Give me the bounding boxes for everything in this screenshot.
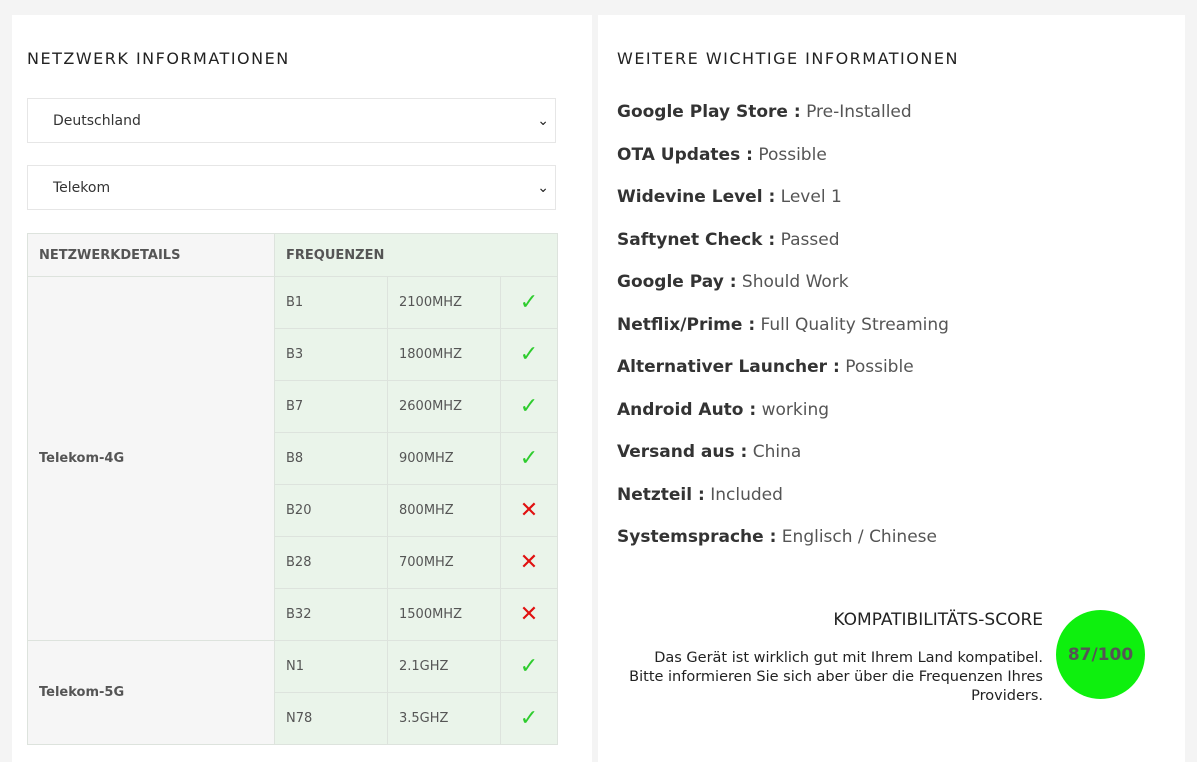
table-row: B20 800MHZ ✕ xyxy=(28,484,558,537)
info-item: Systemsprache : Englisch / Chinese xyxy=(617,527,937,547)
table-row: N78 3.5GHZ ✓ xyxy=(28,692,558,745)
info-value: working xyxy=(761,399,830,420)
header-frequencies: FREQUENZEN xyxy=(274,233,558,277)
cross-icon: ✕ xyxy=(500,484,558,537)
frequency: 1800MHZ xyxy=(387,328,501,381)
table-row: B3 1800MHZ ✓ xyxy=(28,328,558,381)
info-item: Saftynet Check : Passed xyxy=(617,230,840,250)
more-info-card: WEITERE WICHTIGE INFORMATIONEN Google Pl… xyxy=(598,15,1185,762)
score-description: Das Gerät ist wirklich gut mit Ihrem Lan… xyxy=(629,650,1043,704)
frequency: 700MHZ xyxy=(387,536,501,589)
info-value: Pre-Installed xyxy=(806,102,912,122)
header-network-details: NETZWERKDETAILS xyxy=(27,233,275,277)
info-item: Widevine Level : Level 1 xyxy=(617,187,842,207)
check-icon: ✓ xyxy=(500,640,558,693)
score-title: KOMPATIBILITÄTS-SCORE xyxy=(833,610,1043,630)
frequency: 3.5GHZ xyxy=(387,692,501,745)
frequency: 1500MHZ xyxy=(387,588,501,641)
info-item: Google Pay : Should Work xyxy=(617,272,849,292)
info-item: Alternativer Launcher : Possible xyxy=(617,357,914,377)
info-value: Should Work xyxy=(741,272,849,292)
info-item: Google Play Store : Pre-Installed xyxy=(617,102,912,122)
info-label: Saftynet Check : xyxy=(617,229,776,250)
check-icon: ✓ xyxy=(500,432,558,485)
check-icon: ✓ xyxy=(500,692,558,745)
info-value: Passed xyxy=(780,229,840,250)
band: B7 xyxy=(274,380,388,433)
info-label: Netflix/Prime : xyxy=(617,314,756,335)
country-select[interactable]: Deutschland ⌄ xyxy=(27,98,556,143)
network-info-card: NETZWERK INFORMATIONEN Deutschland ⌄ Tele… xyxy=(12,15,592,762)
table-row: Telekom-5G N1 2.1GHZ ✓ xyxy=(27,640,558,745)
info-label: Google Pay : xyxy=(617,272,737,292)
cross-icon: ✕ xyxy=(500,536,558,589)
band: B1 xyxy=(274,276,388,329)
info-value: China xyxy=(752,442,802,462)
network-name: Telekom-4G xyxy=(27,276,275,641)
country-select-value: Deutschland xyxy=(53,113,141,129)
band: B3 xyxy=(274,328,388,381)
frequency: 2100MHZ xyxy=(387,276,501,329)
chevron-down-icon: ⌄ xyxy=(537,180,549,196)
info-value: Included xyxy=(710,484,783,505)
band: N78 xyxy=(274,692,388,745)
network-name: Telekom-5G xyxy=(27,640,275,745)
info-label: Google Play Store : xyxy=(617,102,801,122)
network-info-title: NETZWERK INFORMATIONEN xyxy=(27,49,290,68)
table-row: B7 2600MHZ ✓ xyxy=(28,380,558,433)
table-row: B8 900MHZ ✓ xyxy=(28,432,558,485)
info-value: Full Quality Streaming xyxy=(760,314,949,335)
provider-select-value: Telekom xyxy=(53,180,111,196)
table-row: B32 1500MHZ ✕ xyxy=(28,588,558,641)
info-value: Possible xyxy=(758,144,827,165)
frequency-table: NETZWERKDETAILS FREQUENZEN Telekom-4G B1 2… xyxy=(27,233,558,745)
table-row: B28 700MHZ ✕ xyxy=(28,536,558,589)
frequency: 800MHZ xyxy=(387,484,501,537)
table-row: Telekom-4G B1 2100MHZ ✓ xyxy=(27,276,558,641)
info-label: Alternativer Launcher : xyxy=(617,357,840,377)
band: N1 xyxy=(274,640,388,693)
info-item: Android Auto : working xyxy=(617,400,829,420)
info-label: Netzteil : xyxy=(617,484,705,505)
info-label: Widevine Level : xyxy=(617,187,776,207)
band: B20 xyxy=(274,484,388,537)
frequency: 2.1GHZ xyxy=(387,640,501,693)
check-icon: ✓ xyxy=(500,276,558,329)
check-icon: ✓ xyxy=(500,328,558,381)
info-value: Englisch / Chinese xyxy=(781,527,937,547)
provider-select[interactable]: Telekom ⌄ xyxy=(27,165,556,210)
chevron-down-icon: ⌄ xyxy=(537,113,549,129)
frequency: 2600MHZ xyxy=(387,380,501,433)
band: B32 xyxy=(274,588,388,641)
info-value: Level 1 xyxy=(780,187,842,207)
info-item: OTA Updates : Possible xyxy=(617,145,827,165)
info-label: Systemsprache : xyxy=(617,527,777,547)
more-info-title: WEITERE WICHTIGE INFORMATIONEN xyxy=(617,49,959,68)
info-label: Android Auto : xyxy=(617,399,757,420)
band: B28 xyxy=(274,536,388,589)
band: B8 xyxy=(274,432,388,485)
info-value: Possible xyxy=(845,357,914,377)
info-item: Versand aus : China xyxy=(617,442,801,462)
cross-icon: ✕ xyxy=(500,588,558,641)
check-icon: ✓ xyxy=(500,380,558,433)
info-item: Netzteil : Included xyxy=(617,485,783,505)
score-badge: 87/100 xyxy=(1056,610,1145,699)
info-label: Versand aus : xyxy=(617,442,748,462)
info-item: Netflix/Prime : Full Quality Streaming xyxy=(617,315,949,335)
frequency: 900MHZ xyxy=(387,432,501,485)
info-label: OTA Updates : xyxy=(617,144,753,165)
